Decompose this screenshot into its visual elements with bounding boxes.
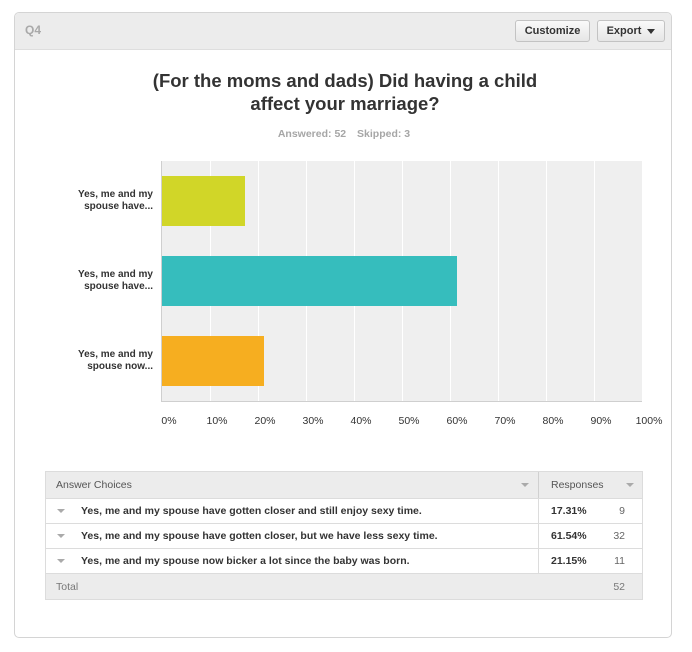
question-title: (For the moms and dads) Did having a chi…: [115, 69, 575, 115]
y-tick-label-line: spouse have...: [84, 281, 153, 292]
x-tick-label: 30%: [302, 415, 324, 427]
y-tick-label: Yes, me and my spouse have...: [23, 269, 153, 293]
table-row: Yes, me and my spouse have gotten closer…: [46, 524, 642, 549]
response-percent: 61.54%: [551, 530, 587, 542]
expand-caret-icon[interactable]: [57, 509, 65, 513]
customize-label: Customize: [524, 25, 581, 37]
skipped-count: Skipped: 3: [357, 128, 411, 140]
y-tick-label-line: Yes, me and my: [77, 349, 153, 360]
expand-caret-icon[interactable]: [57, 534, 65, 538]
sort-caret-icon[interactable]: [626, 483, 634, 487]
x-tick-label: 50%: [398, 415, 420, 427]
chart-plot-area: [161, 161, 643, 402]
table-header: Answer Choices Responses: [46, 472, 642, 499]
answer-label: Yes, me and my spouse have gotten closer…: [81, 530, 438, 542]
column-divider: [538, 472, 539, 498]
y-tick-label-line: Yes, me and my: [77, 189, 153, 200]
chart-bar[interactable]: [162, 336, 264, 386]
total-label: Total: [56, 581, 79, 593]
sort-caret-icon[interactable]: [521, 483, 529, 487]
gridline: [546, 161, 547, 401]
response-count: 32: [613, 530, 625, 542]
column-divider: [538, 524, 539, 548]
answer-label: Yes, me and my spouse have gotten closer…: [81, 505, 422, 517]
y-tick-label: Yes, me and my spouse now...: [23, 349, 153, 373]
x-tick-label: 20%: [254, 415, 276, 427]
expand-caret-icon[interactable]: [57, 559, 65, 563]
table-row: Yes, me and my spouse have gotten closer…: [46, 499, 642, 524]
chart-bar[interactable]: [162, 256, 458, 306]
chart-bar[interactable]: [162, 176, 246, 226]
x-tick-label: 80%: [542, 415, 564, 427]
y-tick-label: Yes, me and my spouse have...: [23, 189, 153, 213]
answer-table: Answer Choices Responses Yes, me and my …: [45, 471, 643, 600]
export-label: Export: [606, 25, 642, 37]
response-percent: 17.31%: [551, 505, 587, 517]
x-tick-label: 40%: [350, 415, 372, 427]
gridline: [642, 161, 643, 401]
column-divider: [538, 549, 539, 573]
response-count: 9: [619, 505, 625, 517]
x-tick-label: 100%: [635, 415, 663, 427]
col-responses[interactable]: Responses: [551, 479, 604, 491]
export-button[interactable]: Export: [597, 20, 665, 42]
response-stats: Answered: 52 Skipped: 3: [15, 128, 671, 140]
x-tick-label: 10%: [206, 415, 228, 427]
response-count: 11: [614, 555, 625, 567]
x-tick-label: 0%: [161, 415, 177, 427]
x-tick-label: 60%: [446, 415, 468, 427]
question-title-line2: affect your marriage?: [250, 93, 440, 114]
question-card: Q4 Customize Export (For the moms and da…: [14, 12, 672, 638]
card-header: Q4 Customize Export: [15, 13, 671, 50]
answered-count: Answered: 52: [277, 128, 347, 140]
y-tick-label-line: spouse now...: [87, 361, 153, 372]
answer-label: Yes, me and my spouse now bicker a lot s…: [81, 555, 410, 567]
col-answer-choices[interactable]: Answer Choices: [56, 479, 132, 491]
y-tick-label-line: spouse have...: [84, 201, 153, 212]
table-row: Yes, me and my spouse now bicker a lot s…: [46, 549, 642, 574]
column-divider: [538, 499, 539, 523]
gridline: [594, 161, 595, 401]
total-count: 52: [613, 581, 625, 593]
question-number: Q4: [25, 23, 42, 37]
gridline: [498, 161, 499, 401]
table-total-row: Total 52: [46, 574, 642, 600]
x-tick-label: 90%: [590, 415, 612, 427]
customize-button[interactable]: Customize: [515, 20, 590, 42]
question-title-line1: (For the moms and dads) Did having a chi…: [152, 70, 538, 91]
y-tick-label-line: Yes, me and my: [77, 269, 153, 280]
chevron-down-icon: [647, 28, 656, 34]
response-percent: 21.15%: [551, 555, 587, 567]
x-tick-label: 70%: [494, 415, 516, 427]
